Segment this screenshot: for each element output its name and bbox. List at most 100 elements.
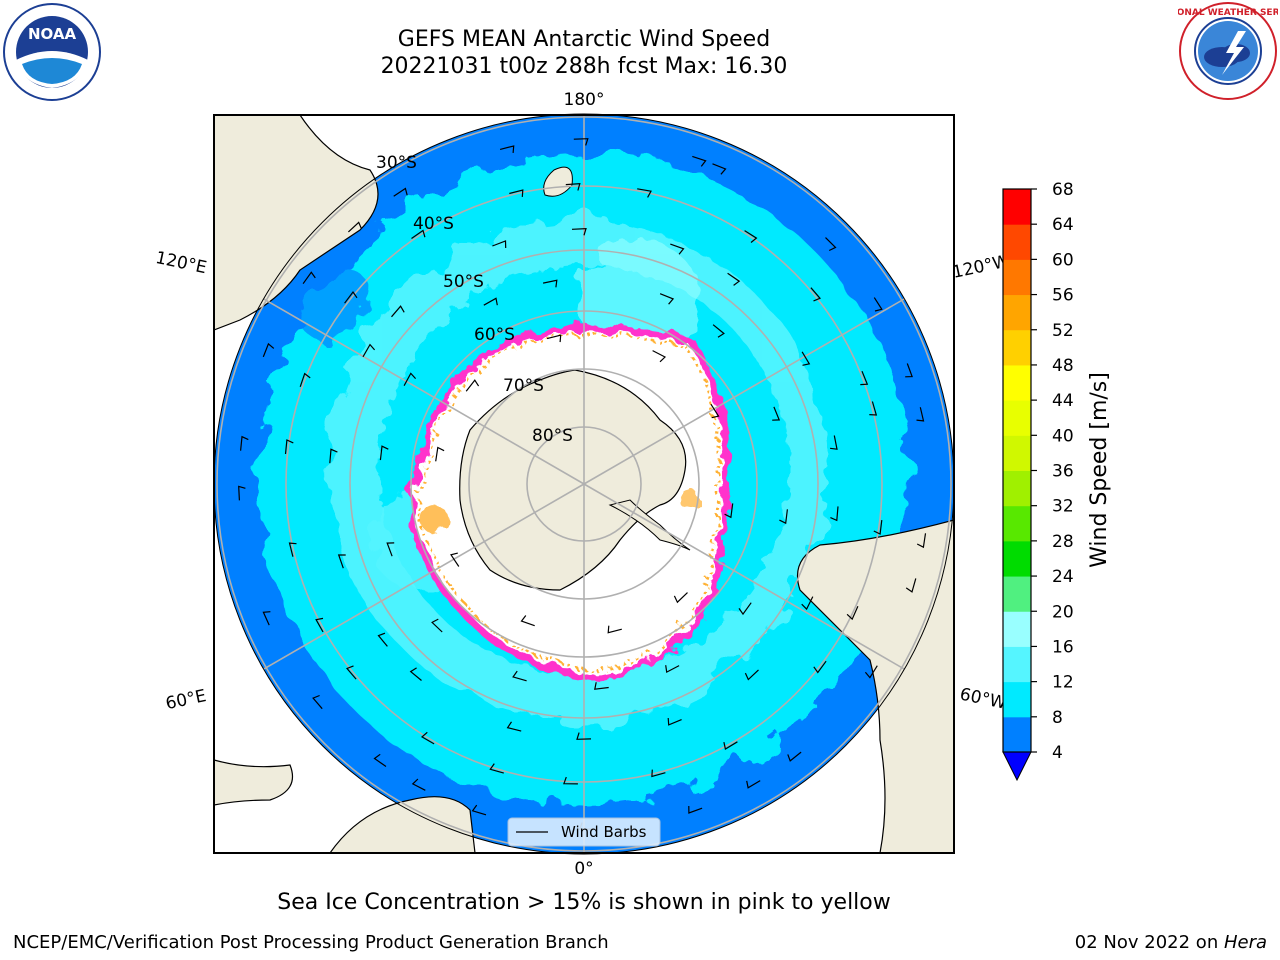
colorbar-tick-label: 64 <box>1052 215 1074 235</box>
lat-label-40s: 40°S <box>413 214 454 234</box>
wind-barb <box>391 305 405 318</box>
colorbar-tick-label: 40 <box>1052 426 1074 446</box>
wind-barb <box>607 625 622 634</box>
wind-barb <box>312 694 323 710</box>
wind-barb <box>563 776 578 785</box>
wind-barb <box>637 188 652 198</box>
colorbar-tick-label: 68 <box>1052 180 1074 200</box>
wind-barb <box>830 506 839 522</box>
wind-barb <box>727 272 741 286</box>
nws-logo-ring-text: NATIONAL WEATHER SERVICE <box>1178 8 1278 18</box>
wind-barb <box>483 297 498 306</box>
legend-label: Wind Barbs <box>561 823 647 841</box>
wind-barb <box>801 596 814 611</box>
lat-label-50s: 50°S <box>443 272 484 292</box>
lon-label-180: 180° <box>564 90 605 110</box>
colorbar-tick-label: 20 <box>1052 602 1074 622</box>
colorbar-segment <box>1003 540 1031 577</box>
wind-barb <box>565 183 581 191</box>
wind-barb <box>659 293 675 305</box>
wind-barb <box>869 401 878 416</box>
wind-barb <box>403 372 417 386</box>
wind-barbs-legend: Wind Barbs <box>507 817 661 847</box>
map-frame <box>213 114 955 854</box>
colorbar-segment <box>1003 611 1031 647</box>
wind-barb <box>489 763 504 774</box>
wind-barb <box>362 343 376 358</box>
wind-barb <box>344 290 358 304</box>
colorbar-tick-label: 4 <box>1052 743 1063 763</box>
footer-date: 02 Nov 2022 on Hera <box>1074 932 1267 953</box>
wind-barb <box>873 520 883 535</box>
wind-barb <box>905 578 917 593</box>
map-title: GEFS MEAN Antarctic Wind Speed <box>397 27 771 52</box>
wind-barb <box>825 237 837 252</box>
wind-barb <box>506 721 522 732</box>
wind-barb <box>345 665 357 680</box>
wind-barb <box>373 753 387 767</box>
colorbar-segment <box>1003 224 1031 260</box>
wind-barb <box>299 372 311 387</box>
wind-barb <box>846 606 859 621</box>
wind-barb <box>665 665 680 674</box>
wind-barb <box>573 138 589 146</box>
wind-barb <box>420 731 435 745</box>
colorbar-tick-label: 52 <box>1052 321 1074 341</box>
colorbar-segment <box>1003 470 1031 507</box>
wind-barb <box>393 187 408 197</box>
colorbar-segment <box>1003 681 1031 718</box>
colorbar-segment <box>1003 189 1031 225</box>
colorbar-segment <box>1003 646 1031 683</box>
wind-barb <box>509 189 524 197</box>
footer-host: Hera <box>1223 932 1267 953</box>
wind-barb <box>262 611 271 626</box>
colorbar-tick-label: 8 <box>1052 708 1063 728</box>
colorbar-tick-label: 48 <box>1052 356 1074 376</box>
colorbar-segment <box>1003 576 1031 612</box>
wind-barb <box>576 732 592 740</box>
colorbar-tick-label: 56 <box>1052 286 1074 306</box>
wind-barb <box>492 240 507 249</box>
footer-branch: NCEP/EMC/Verification Post Processing Pr… <box>13 932 609 953</box>
colorbar-segment <box>1003 505 1031 542</box>
wind-barb <box>670 243 685 255</box>
wind-barb <box>411 778 426 791</box>
wind-barb <box>744 669 759 681</box>
wind-barb <box>710 403 720 419</box>
wind-barb <box>329 448 338 464</box>
colorbar-tick-label: 60 <box>1052 250 1074 270</box>
colorbar-tick-label: 32 <box>1052 497 1074 517</box>
wind-barb <box>724 503 734 519</box>
wind-barb <box>692 155 707 167</box>
wind-barb <box>262 342 275 358</box>
graticule <box>214 115 954 853</box>
wind-barbs <box>238 138 927 830</box>
wind-barb <box>813 660 827 674</box>
antarctica-land <box>459 369 687 591</box>
wind-barb <box>571 227 587 236</box>
sea-ice-note: Sea Ice Concentration > 15% is shown in … <box>277 890 891 915</box>
wind-barb <box>377 632 388 647</box>
wind-barb <box>744 230 758 243</box>
colorbar-segment <box>1003 294 1031 331</box>
wind-barb <box>916 533 927 549</box>
noaa-logo: NOAA <box>3 3 101 101</box>
wind-barb <box>302 271 316 285</box>
colorbar-segment <box>1003 400 1031 436</box>
wind-barb <box>688 805 703 814</box>
svg-text:NOAA: NOAA <box>28 25 77 43</box>
wind-barb <box>787 751 802 762</box>
colorbar-tick-label: 12 <box>1052 673 1074 693</box>
wind-barb <box>315 617 324 633</box>
lat-label-60s: 60°S <box>474 325 515 345</box>
wind-barb <box>864 665 878 679</box>
lat-label-30s: 30°S <box>376 153 417 173</box>
wind-barb <box>240 435 249 451</box>
wind-barb <box>738 602 752 616</box>
wind-barb <box>651 769 666 778</box>
wind-barb <box>284 439 294 455</box>
colorbar-tick-label: 44 <box>1052 391 1074 411</box>
colorbar-tick-label: 16 <box>1052 637 1074 657</box>
colorbar-tick-label: 36 <box>1052 462 1074 482</box>
